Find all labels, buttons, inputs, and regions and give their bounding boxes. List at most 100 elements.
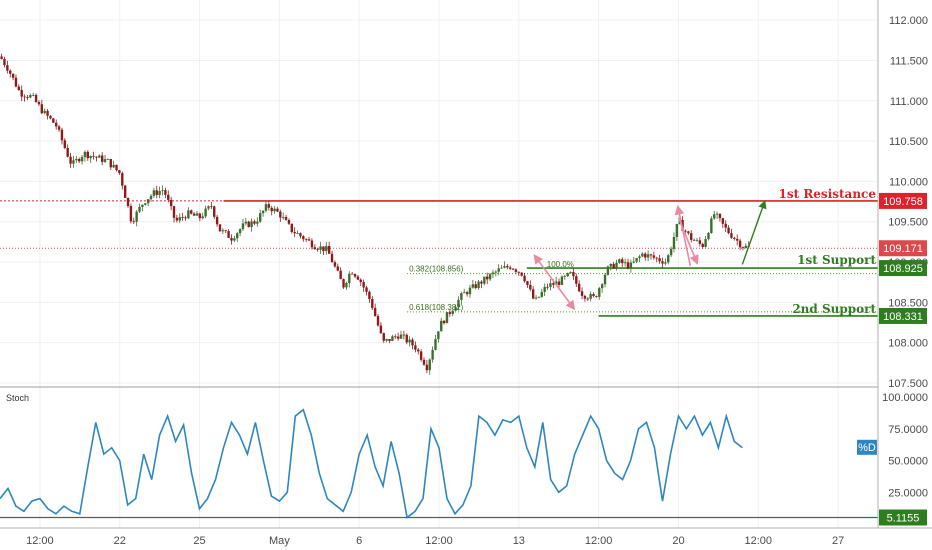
candle-body [664, 262, 667, 264]
candle-body [293, 231, 296, 234]
time-tick-label: 20 [672, 535, 684, 547]
swing-arrow-2 [674, 204, 692, 267]
candle-body [488, 274, 492, 280]
candle-body [730, 233, 733, 238]
candle-body [103, 159, 107, 162]
candle-body [503, 266, 506, 268]
candle-body [460, 293, 463, 300]
candle-body [603, 274, 607, 285]
candle-body [434, 339, 437, 350]
indicator-axis: 100.0000 75.0000 50.0000 25.0000 [882, 392, 928, 499]
candle-body [135, 211, 138, 222]
price-tick-label: 109.500 [888, 217, 928, 229]
candle-body [376, 316, 380, 326]
candle-body [20, 90, 23, 97]
candle-body [233, 238, 236, 241]
candle-body [221, 230, 225, 232]
stoch-d-badge [857, 439, 877, 455]
candle-body [437, 331, 440, 340]
resistance-tag-bg [879, 192, 927, 209]
candle-body [304, 239, 308, 241]
candle-body [692, 239, 696, 241]
candle-body [609, 263, 612, 267]
candle-body [707, 233, 710, 240]
candle-body [325, 246, 328, 252]
candle-body [698, 240, 702, 244]
candle-body [3, 58, 6, 66]
time-axis: 12:00 22 25 May 6 12:00 13 12:00 20 12:00 27 [26, 535, 844, 547]
resistance-tag-text: 109.758 [883, 196, 923, 208]
candle-body [667, 255, 670, 263]
candle-body [612, 263, 615, 269]
candle-body [483, 276, 486, 284]
price-tick-label: 108.000 [888, 338, 928, 350]
candle-body [523, 275, 526, 282]
candle-body [428, 359, 431, 371]
candle-body [598, 288, 601, 297]
candle-body [169, 199, 173, 207]
candle-body [362, 282, 365, 288]
indicator-tick-label: 100.0000 [882, 392, 928, 404]
candle-body [281, 216, 285, 218]
candle-body [572, 272, 575, 277]
candle-body [713, 214, 716, 219]
support1-label: 1st Support [797, 253, 876, 267]
candle-body [198, 213, 202, 219]
candle-body [77, 158, 81, 162]
candle-body [132, 221, 135, 223]
candle-body [302, 236, 305, 240]
candle-body [641, 253, 644, 257]
candle-body [448, 312, 452, 314]
candle-body [635, 258, 638, 262]
candle-body [46, 110, 49, 116]
candle-body [445, 312, 449, 324]
candle-body [595, 296, 598, 297]
candle-body [149, 195, 153, 200]
candle-body [511, 268, 515, 270]
candle-body [623, 262, 627, 264]
candle-body [526, 281, 529, 285]
candle-body [213, 206, 216, 217]
support2-label: 2nd Support [792, 302, 876, 316]
candle-body [175, 217, 179, 221]
candle-body [563, 276, 566, 277]
candle-body [155, 190, 158, 195]
indicator-tick-label: 50.0000 [888, 456, 928, 468]
candle-body [241, 223, 245, 230]
fib-618-label: 0.618(108.382) [409, 303, 464, 312]
price-tick-label: 108.500 [888, 297, 928, 309]
candle-body [253, 221, 256, 224]
indicator-tick-label: 25.0000 [888, 487, 928, 499]
candle-body [557, 281, 561, 285]
candle-body [359, 279, 362, 283]
candle-body [327, 246, 331, 254]
candle-body [350, 273, 354, 275]
candle-body [290, 223, 294, 232]
candle-body [431, 349, 434, 360]
candle-body [17, 86, 21, 91]
candle-body [109, 159, 112, 168]
candle-body [391, 336, 394, 341]
candle-body [316, 249, 319, 250]
stoch-low-tag-text: 5.1155 [887, 513, 920, 525]
candle-body [371, 299, 374, 308]
candle-body [195, 213, 199, 216]
candle-body [238, 229, 242, 234]
candle-body [549, 283, 552, 288]
candle-body [204, 208, 207, 217]
candle-body [342, 279, 345, 288]
candle-body [218, 224, 222, 232]
candle-body [471, 284, 475, 288]
candle-body [552, 283, 555, 285]
candle-body [0, 56, 3, 59]
candle-body [520, 272, 523, 276]
candle-body [353, 274, 357, 277]
candle-body [23, 96, 26, 98]
candle-body [69, 156, 72, 164]
candle-body [477, 281, 480, 289]
candle-body [721, 218, 725, 224]
candle-body [534, 297, 538, 299]
candle-body [468, 287, 472, 295]
